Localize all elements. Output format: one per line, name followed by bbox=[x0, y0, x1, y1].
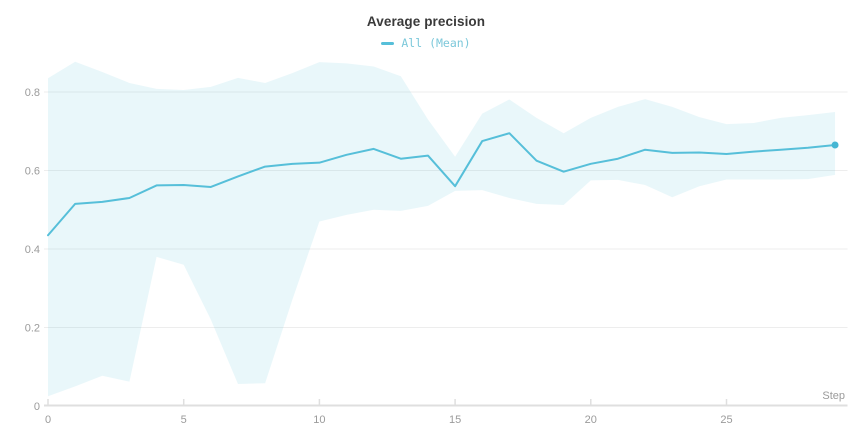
legend-label: All (Mean) bbox=[401, 36, 471, 50]
x-tick-label: 0 bbox=[45, 414, 51, 426]
y-tick-label: 0 bbox=[34, 401, 40, 413]
y-tick-label: 0.8 bbox=[25, 87, 40, 99]
confidence-band bbox=[48, 61, 836, 397]
x-tick-label: 5 bbox=[181, 414, 187, 426]
legend-dash-icon bbox=[381, 41, 395, 45]
x-tick-label: 20 bbox=[585, 414, 597, 426]
x-tick-label: 10 bbox=[313, 414, 325, 426]
y-tick-label: 0.6 bbox=[25, 166, 40, 178]
mean-line bbox=[47, 132, 837, 237]
y-tick-label: 0.2 bbox=[25, 323, 40, 335]
y-tick-label: 0.4 bbox=[25, 244, 40, 256]
x-tick-label: 25 bbox=[720, 414, 732, 426]
chart-title: Average precision bbox=[366, 14, 486, 29]
legend: All (Mean) bbox=[0, 36, 852, 50]
end-point-marker bbox=[831, 141, 839, 149]
x-tick-label: 15 bbox=[449, 414, 461, 426]
legend-item-all-mean[interactable]: All (Mean) bbox=[381, 36, 471, 50]
x-axis-title: Step bbox=[822, 390, 845, 402]
